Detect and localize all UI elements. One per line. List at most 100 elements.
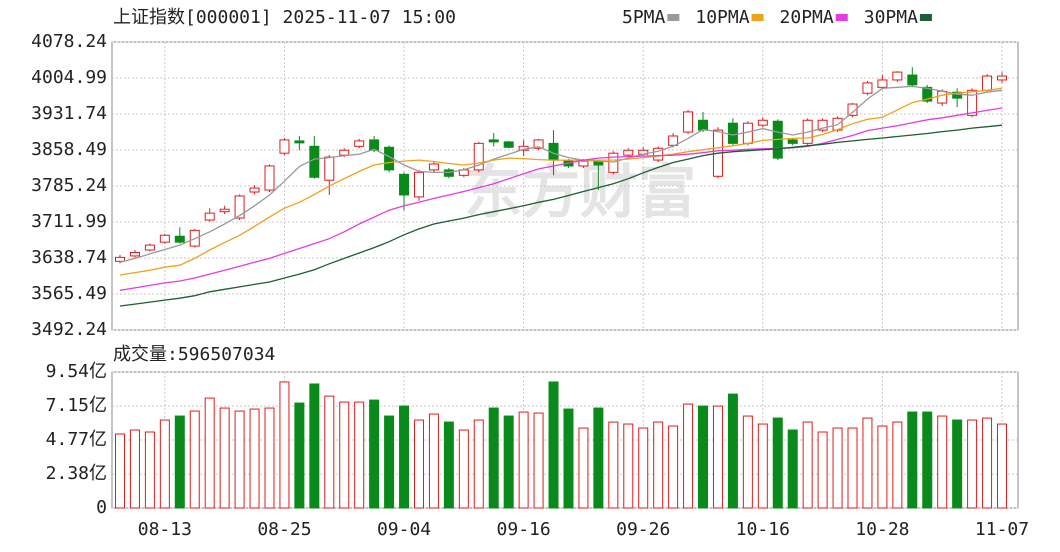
volume-bar [174, 415, 185, 509]
volume-bar [668, 425, 679, 509]
volume-bar [384, 415, 395, 509]
candle-body [428, 163, 439, 171]
candle-body [159, 234, 170, 243]
volume-bar [264, 407, 275, 509]
candle-body [115, 256, 125, 262]
candle-body [653, 147, 664, 161]
legend-swatch [751, 14, 764, 21]
volume-bar [518, 411, 529, 509]
volume-bar [982, 417, 993, 509]
volume-bar [967, 419, 978, 509]
volume-bar [952, 419, 963, 509]
volume-bar [533, 412, 544, 509]
volume-bar [727, 393, 738, 509]
volume-bar [623, 423, 634, 509]
candle-body [443, 169, 454, 177]
x-tick-label: 10-16 [736, 519, 790, 540]
volume-bar [413, 419, 424, 509]
candle-body [533, 139, 544, 149]
y-tick-label: 3931.74 [31, 103, 107, 124]
candle-body [623, 149, 634, 156]
legend-label: 5PMA [622, 7, 666, 28]
volume-bar [922, 411, 933, 509]
x-tick-label: 11-07 [975, 519, 1029, 540]
y-tick-label: 3565.49 [31, 283, 107, 304]
volume-bar [249, 408, 260, 509]
candle-body [668, 135, 679, 146]
volume-bar [399, 405, 410, 509]
candle-body [892, 71, 903, 81]
y-tick-label: 3492.24 [31, 319, 107, 340]
candle-body [129, 251, 140, 257]
candle-body [727, 122, 738, 144]
volume-bar [234, 410, 245, 509]
volume-bar [862, 417, 873, 509]
volume-bar [144, 431, 155, 509]
y-tick-label: 7.15亿 [46, 395, 107, 416]
x-tick-label: 09-04 [377, 519, 431, 540]
volume-bar [324, 395, 335, 509]
volume-bar [787, 429, 798, 509]
ma-line [119, 124, 1003, 307]
y-tick-label: 4078.24 [31, 31, 107, 52]
volume-bar [772, 417, 783, 509]
volume-bar [892, 421, 903, 509]
y-tick-label: 3638.74 [31, 247, 107, 268]
ma-line [119, 87, 1003, 276]
volume-bar [548, 381, 559, 509]
volume-bar [877, 425, 888, 509]
candle-body [862, 82, 873, 94]
x-tick-label: 10-28 [855, 519, 909, 540]
volume-bar [189, 410, 200, 509]
y-tick-label: 3785.24 [31, 175, 107, 196]
candle-body [503, 141, 514, 148]
y-tick-label: 3858.49 [31, 139, 107, 160]
candle-body [473, 142, 484, 171]
volume-bar [578, 427, 589, 509]
candle-body [324, 156, 335, 181]
candle-body [757, 119, 768, 126]
x-tick-label: 08-13 [138, 519, 192, 540]
volume-bar [847, 427, 858, 509]
volume-bar [204, 397, 215, 509]
candle-body [922, 86, 933, 102]
volume-bar [294, 402, 305, 509]
volume-bar [802, 421, 813, 509]
volume-bar [997, 423, 1007, 509]
volume-bar [832, 427, 843, 509]
volume-bar [563, 408, 574, 509]
volume-bar [354, 401, 365, 509]
chart-title: 上证指数[000001] 2025-11-07 15:00 [113, 7, 456, 28]
volume-bar [907, 411, 918, 509]
volume-bar [488, 407, 499, 509]
volume-bar [279, 381, 290, 509]
volume-bar [443, 421, 454, 509]
candle-body [997, 75, 1007, 81]
candle-body [204, 212, 215, 221]
candle-body [174, 235, 185, 243]
candle-body [967, 89, 978, 116]
volume-title: 成交量:596507034 [113, 344, 275, 365]
volume-bar [473, 419, 484, 509]
volume-bar [219, 407, 230, 509]
ma-line [119, 85, 1003, 263]
legend-label: 20PMA [780, 7, 834, 28]
candle-body [399, 173, 410, 196]
volume-bar [339, 401, 350, 509]
y-tick-label: 0 [96, 497, 107, 518]
candle-body [249, 187, 260, 193]
ma-line [119, 107, 1003, 291]
candle-body [294, 140, 305, 144]
candle-body [309, 145, 320, 178]
volume-bar [937, 415, 948, 509]
volume-bar [115, 433, 125, 509]
volume-bar [638, 427, 649, 509]
volume-bar [593, 407, 604, 509]
volume-bar [369, 399, 380, 509]
candle-body [578, 160, 589, 167]
volume-bar [428, 413, 439, 509]
y-tick-label: 9.54亿 [46, 361, 107, 382]
y-tick-label: 4.77亿 [46, 429, 107, 450]
volume-bar [653, 421, 664, 509]
